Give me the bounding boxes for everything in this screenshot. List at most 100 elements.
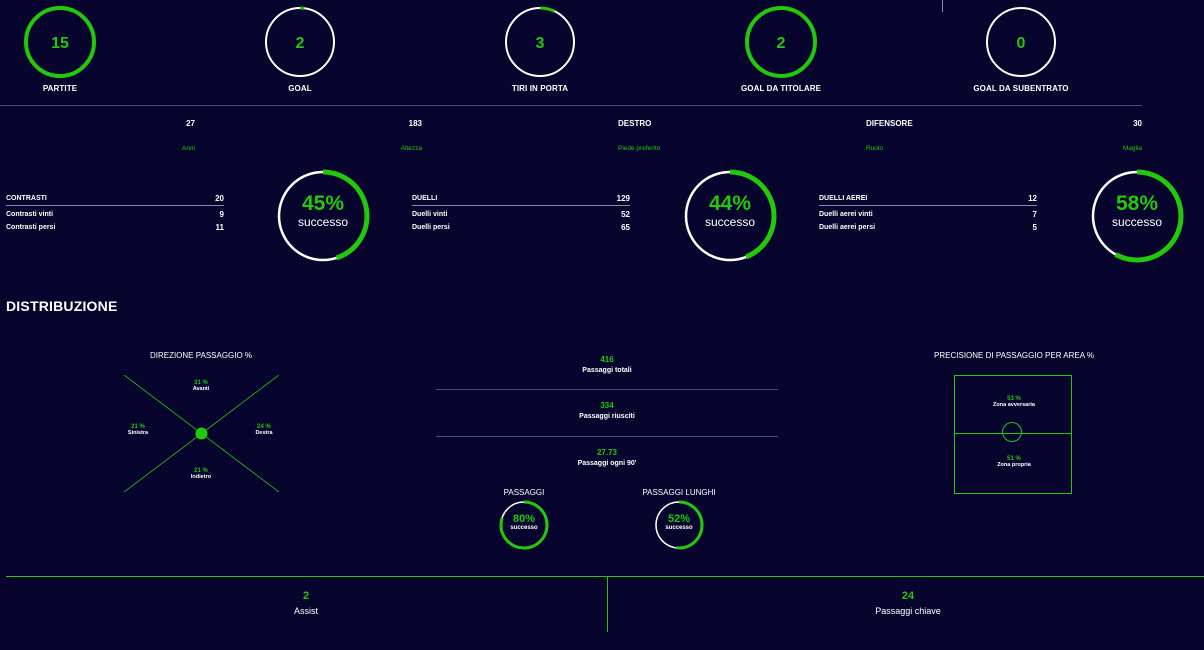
pass-label: Passaggi ogni 90': [577, 460, 637, 467]
table-row: Duelli aerei persi 5: [819, 221, 1037, 234]
stat-goal-da-titolare: 2 GOAL DA TITOLARE: [711, 5, 851, 93]
bottom-value: 2: [302, 590, 310, 602]
top-divider: [0, 105, 1142, 106]
bio-altezza: 183 Altezza: [401, 119, 422, 152]
stat-ring: 15: [24, 6, 96, 78]
top-divider-tick: [942, 0, 943, 12]
pass-value: 27.73: [596, 448, 618, 457]
direction-label: Destra: [255, 430, 273, 436]
success-pct: 80%: [512, 513, 536, 525]
success-label: successo: [1111, 215, 1163, 229]
stat-partite: 15 PARTITE: [0, 5, 130, 93]
stat-value: 3: [536, 35, 545, 52]
row-value: 129: [616, 194, 630, 203]
direction-cross-graphic: [124, 375, 279, 492]
passes-successful: 334 Passaggi riusciti: [436, 401, 778, 420]
assist-stat: 2 Assist: [156, 590, 456, 616]
duelli-success-ring: 44% successo: [682, 168, 778, 264]
stat-value: 0: [1017, 35, 1026, 52]
row-label: Duelli aerei vinti: [819, 211, 873, 218]
stat-value: 15: [51, 35, 69, 52]
pitch-center-circle: [1002, 422, 1022, 442]
bottom-vertical-divider: [607, 576, 608, 632]
duelli-aerei-success-ring: 58% successo: [1089, 168, 1185, 264]
bio-value: 183: [408, 119, 422, 128]
table-row: Duelli persi 65: [412, 221, 630, 234]
row-label: Duelli vinti: [412, 211, 448, 218]
row-label: Contrasti vinti: [6, 211, 54, 218]
bio-label: Maglia: [1122, 145, 1142, 152]
bottom-label: Passaggi chiave: [875, 606, 941, 616]
table-row: Contrasti vinti 9: [6, 208, 224, 221]
direction-right: 24 % Destra: [244, 424, 284, 436]
contrasti-table: CONTRASTI 20 Contrasti vinti 9 Contrasti p…: [6, 193, 224, 234]
stat-tiri-in-porta: 3 TIRI IN PORTA: [470, 5, 610, 93]
row-value: 20: [215, 194, 224, 203]
success-pct: 58%: [1115, 192, 1159, 215]
row-value: 12: [1028, 194, 1037, 203]
row-value: 11: [215, 223, 224, 232]
passes-success-ring: 80% successo: [499, 500, 549, 550]
area-title: PRECISIONE DI PASSAGGIO PER AREA %: [934, 351, 1094, 360]
passes-per-90: 27.73 Passaggi ogni 90': [436, 448, 778, 467]
row-value: 65: [621, 223, 630, 232]
success-label: successo: [704, 215, 756, 229]
row-label: CONTRASTI: [6, 195, 47, 202]
row-value: 5: [1032, 223, 1037, 232]
bio-label: Altezza: [400, 145, 422, 152]
success-pct: 44%: [708, 192, 752, 215]
section-title-distribuzione: DISTRIBUZIONE: [6, 298, 118, 314]
bottom-divider: [6, 576, 1204, 577]
stat-label: PARTITE: [42, 84, 78, 93]
row-value: 52: [621, 210, 630, 219]
bio-piede: DESTRO Piede preferito: [618, 119, 660, 152]
row-label: Duelli persi: [412, 224, 450, 231]
row-value: 9: [219, 210, 224, 219]
bio-value: DESTRO: [618, 119, 652, 128]
row-value: 7: [1032, 210, 1037, 219]
duelli-aerei-table: DUELLI AEREI 12 Duelli aerei vinti 7 Duell…: [819, 193, 1037, 234]
bio-value: 30: [1133, 119, 1142, 128]
stat-value: 2: [296, 35, 305, 52]
bio-anni: 27 Anni: [182, 119, 195, 152]
zone-own: 51 % Zona propria: [955, 456, 1073, 468]
stat-label: GOAL DA TITOLARE: [740, 84, 822, 93]
duelli-table: DUELLI 129 Duelli vinti 52 Duelli persi 65: [412, 193, 630, 234]
direction-label: Indietro: [190, 474, 212, 480]
stat-label: GOAL DA SUBENTRATO: [973, 84, 1069, 93]
pass-label: Passaggi totali: [582, 367, 632, 374]
table-row: Duelli aerei vinti 7: [819, 208, 1037, 221]
row-label: DUELLI AEREI: [819, 195, 868, 202]
pass-value: 416: [600, 355, 614, 364]
row-label: Duelli aerei persi: [819, 224, 876, 231]
stat-goal-da-subentrato: 0 GOAL DA SUBENTRATO: [951, 5, 1091, 93]
table-row: Duelli vinti 52: [412, 208, 630, 221]
passes-total: 416 Passaggi totali: [436, 355, 778, 374]
bio-maglia: 30 Maglia: [1123, 119, 1142, 152]
row-label: DUELLI: [412, 195, 438, 202]
table-row: Contrasti persi 11: [6, 221, 224, 234]
stat-ring: 0: [986, 7, 1056, 77]
passes-divider: [436, 389, 778, 390]
bio-label: Ruolo: [866, 145, 883, 152]
bio-ruolo: DIFENSORE Ruolo: [866, 119, 913, 152]
pass-value: 334: [600, 401, 614, 410]
success-pct: 52%: [667, 513, 691, 525]
direction-pct: 24 %: [257, 424, 271, 430]
zone-opponent: 53 % Zona avversaria: [955, 396, 1073, 408]
stat-ring: 2: [745, 6, 817, 78]
pitch-graphic: 53 % Zona avversaria 51 % Zona propria: [954, 375, 1072, 494]
success-label: successo: [297, 215, 349, 229]
zone-label: Zona avversaria: [993, 402, 1035, 408]
contrasti-success-ring: 45% successo: [275, 168, 371, 264]
stat-label: GOAL: [288, 84, 312, 93]
table-row: DUELLI 129: [412, 193, 630, 206]
bio-value: DIFENSORE: [866, 119, 913, 128]
long-passes-success-ring: 52% successo: [654, 500, 704, 550]
direction-pct: 21 %: [194, 468, 208, 474]
stat-value: 2: [777, 35, 786, 52]
direction-left: 21 % Sinistra: [118, 424, 158, 436]
bio-label: Anni: [181, 145, 195, 152]
table-row: DUELLI AEREI 12: [819, 193, 1037, 206]
zone-pct: 53 %: [1007, 396, 1021, 402]
